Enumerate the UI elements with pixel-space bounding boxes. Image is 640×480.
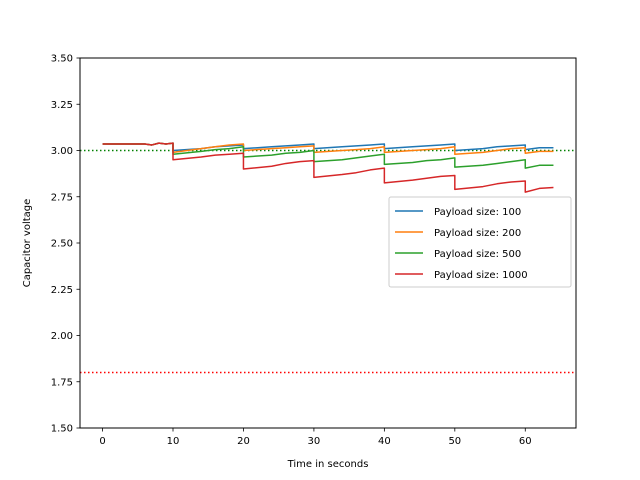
y-tick-label: 1.75 <box>51 377 73 388</box>
legend-box <box>388 196 572 288</box>
y-tick-label: 2.50 <box>51 239 73 250</box>
x-tick-label: 30 <box>308 436 321 447</box>
y-axis-ticks: 1.50 1.75 2.00 2.25 2.50 2.75 3.00 3.25 3.50 <box>51 54 80 435</box>
series-lines <box>102 142 554 193</box>
x-tick-label: 10 <box>167 436 180 447</box>
y-tick-label: 1.50 <box>51 424 73 435</box>
legend-label: Payload size: 500 <box>434 249 521 260</box>
x-tick-label: 0 <box>99 436 105 447</box>
x-tick-label: 20 <box>237 436 250 447</box>
legend: Payload size: 100 Payload size: 200 Payloa… <box>388 196 572 288</box>
legend-label: Payload size: 1000 <box>434 270 528 281</box>
y-tick-label: 3.00 <box>51 146 73 157</box>
y-tick-label: 2.25 <box>51 285 73 296</box>
y-tick-label: 2.00 <box>51 331 73 342</box>
y-tick-label: 3.50 <box>51 54 73 65</box>
legend-label: Payload size: 100 <box>434 207 521 218</box>
x-tick-label: 60 <box>519 436 532 447</box>
x-tick-label: 50 <box>448 436 461 447</box>
series-line-3 <box>102 142 554 193</box>
y-tick-label: 2.75 <box>51 192 73 203</box>
legend-label: Payload size: 200 <box>434 228 521 239</box>
y-axis-label: Capacitor voltage <box>22 199 33 288</box>
x-axis-label: Time in seconds <box>287 459 369 470</box>
x-axis-ticks: 0 10 20 30 40 50 60 <box>99 428 532 447</box>
x-tick-label: 40 <box>378 436 391 447</box>
y-tick-label: 3.25 <box>51 100 73 111</box>
